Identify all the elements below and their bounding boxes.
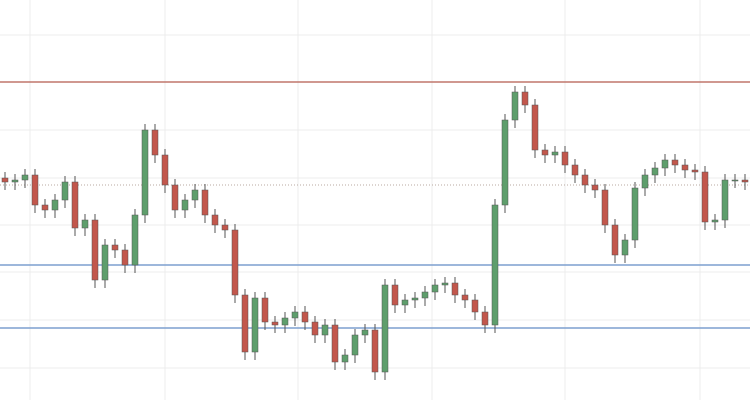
candle-body xyxy=(581,174,589,186)
candle-body xyxy=(71,181,79,229)
candle-body xyxy=(221,224,229,231)
candle-body xyxy=(561,151,569,166)
candle-body xyxy=(651,167,659,176)
candle-body xyxy=(661,159,669,169)
candle-body xyxy=(311,321,319,336)
candle-body xyxy=(511,91,519,121)
candle-body xyxy=(81,219,89,229)
candle-body xyxy=(171,184,179,211)
candle-body xyxy=(271,321,279,326)
candle-body xyxy=(731,179,739,182)
candle-body xyxy=(681,164,689,171)
candle-body xyxy=(111,244,119,251)
candle-body xyxy=(301,311,309,323)
candle-body xyxy=(631,187,639,241)
candle-body xyxy=(491,204,499,326)
candle-body xyxy=(201,189,209,216)
candle-body xyxy=(401,299,409,306)
candle-body xyxy=(261,297,269,323)
candle-body xyxy=(531,104,539,151)
candle-body xyxy=(291,311,299,319)
candle-body xyxy=(481,311,489,326)
candle-body xyxy=(61,181,69,201)
candle-body xyxy=(281,317,289,326)
candle-body xyxy=(231,229,239,296)
candle-body xyxy=(361,329,369,336)
candle-body xyxy=(541,149,549,156)
candle-body xyxy=(321,324,329,336)
candle-body xyxy=(91,219,99,281)
candle-body xyxy=(211,214,219,226)
candle-body xyxy=(101,244,109,281)
candle-body xyxy=(691,169,699,173)
candle-body xyxy=(501,119,509,206)
candle-body xyxy=(431,284,439,293)
candle-body xyxy=(11,179,19,183)
candle-body xyxy=(331,324,339,363)
candle-body xyxy=(191,189,199,201)
candle-body xyxy=(621,239,629,256)
candle-body xyxy=(41,204,49,211)
candle-body xyxy=(341,354,349,363)
candle-body xyxy=(551,151,559,156)
candle-body xyxy=(441,282,449,286)
candle-body xyxy=(1,177,9,183)
candle-body xyxy=(571,164,579,176)
candle-body xyxy=(601,189,609,226)
candle-body xyxy=(711,219,719,223)
candle-body xyxy=(251,297,259,353)
candle-body xyxy=(51,199,59,211)
candle-body xyxy=(741,179,749,183)
candle-body xyxy=(641,174,649,189)
candle-body xyxy=(181,199,189,211)
candle-body xyxy=(421,291,429,299)
candle-body xyxy=(21,174,29,181)
candle-body xyxy=(521,91,529,106)
candle-body xyxy=(161,154,169,186)
candle-body xyxy=(611,224,619,256)
candle-body xyxy=(141,129,149,216)
candle-body xyxy=(151,129,159,156)
candle-body xyxy=(701,171,709,223)
candle-body xyxy=(121,249,129,266)
candle-body xyxy=(351,334,359,356)
candle-body xyxy=(461,294,469,301)
candle-body xyxy=(471,299,479,313)
candle-body xyxy=(411,297,419,301)
candle-body xyxy=(241,294,249,353)
candle-body xyxy=(31,174,39,206)
candle-body xyxy=(381,284,389,373)
candle-body xyxy=(721,179,729,221)
candle-body xyxy=(591,184,599,191)
candle-body xyxy=(371,329,379,373)
candle-body xyxy=(451,282,459,296)
candle-body xyxy=(391,284,399,306)
candle-body xyxy=(671,159,679,166)
candle-body xyxy=(131,214,139,266)
